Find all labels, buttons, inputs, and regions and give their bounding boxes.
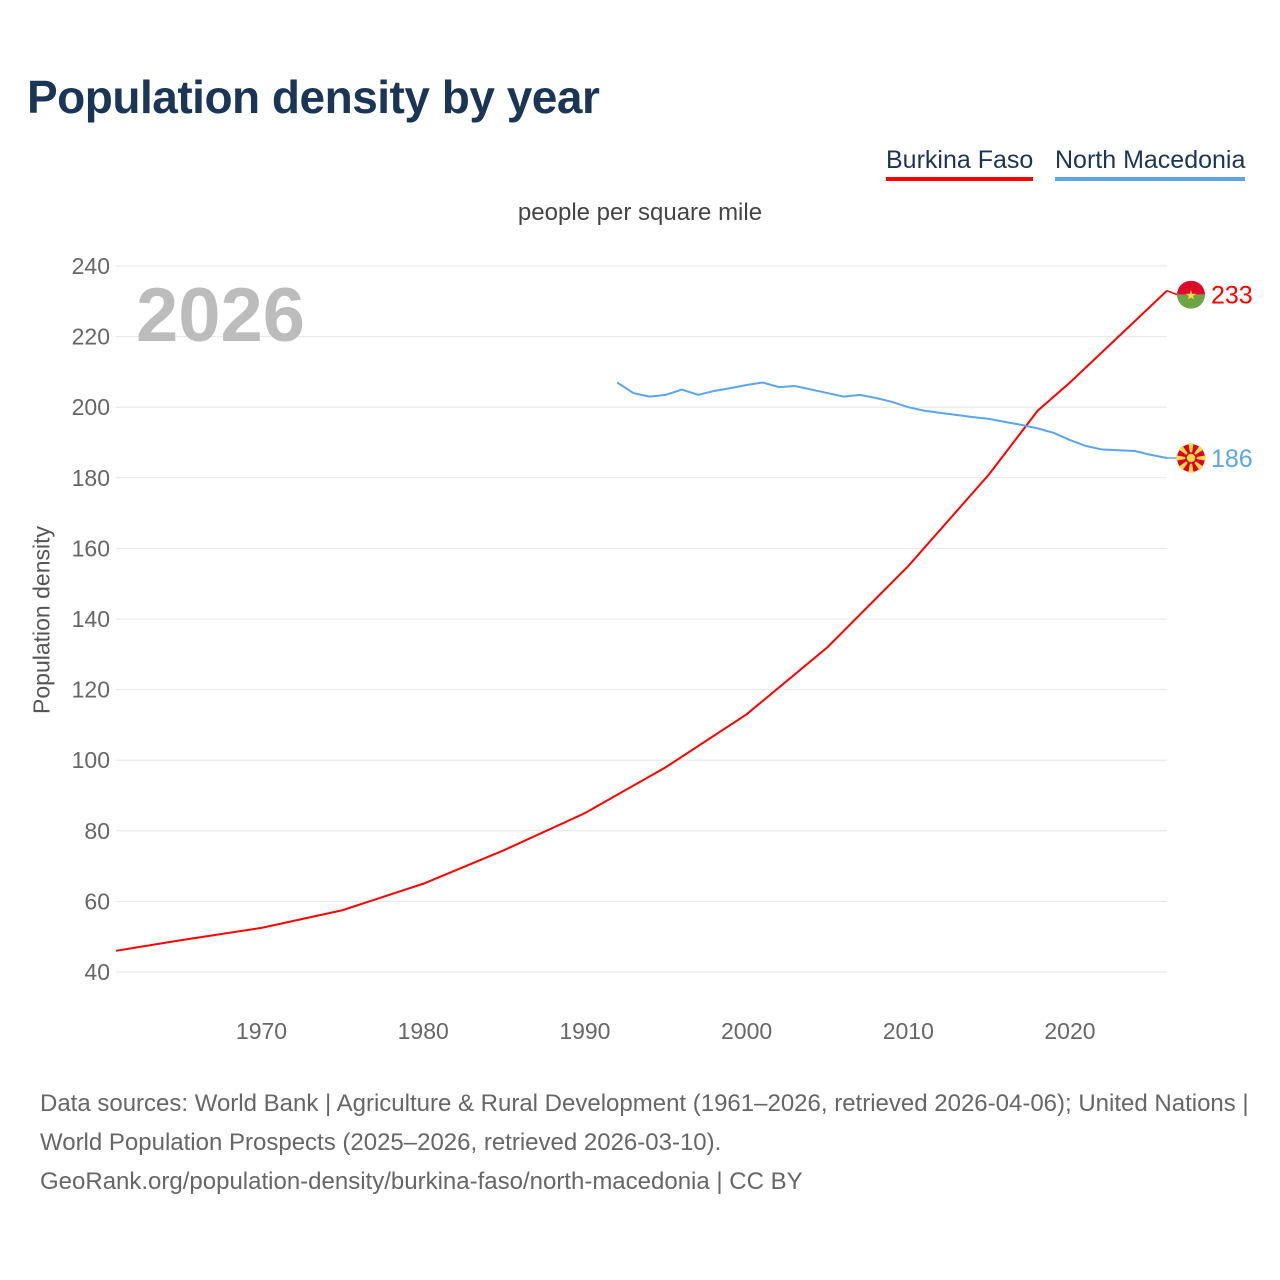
y-tick-label: 140 xyxy=(72,606,110,632)
y-tick-label: 240 xyxy=(72,253,110,279)
north-macedonia-flag-icon xyxy=(1176,443,1206,473)
series-line-burkina-faso xyxy=(115,289,1168,952)
current-year-watermark: 2026 xyxy=(136,273,306,358)
series-line-north-macedonia xyxy=(616,381,1168,460)
legend-item-burkina-faso[interactable]: Burkina Faso xyxy=(886,146,1034,181)
x-tick-label: 2020 xyxy=(1044,1018,1095,1044)
y-tick-label: 100 xyxy=(72,747,110,773)
end-connector xyxy=(1166,290,1178,296)
end-value-label: 186 xyxy=(1211,445,1253,473)
x-tick-label: 2000 xyxy=(721,1018,772,1044)
burkina-faso-flag-icon xyxy=(1177,280,1205,309)
flag-ray xyxy=(1188,443,1194,459)
flag-star: ★ xyxy=(1185,288,1197,303)
footer: Data sources: World Bank | Agriculture &… xyxy=(40,1084,1250,1201)
y-tick-label: 80 xyxy=(84,818,110,844)
attribution-link[interactable]: GeoRank.org/population-density/burkina-f… xyxy=(40,1168,803,1195)
y-tick-label: 200 xyxy=(72,394,110,420)
x-tick-label: 2010 xyxy=(883,1018,934,1044)
flag-green-band xyxy=(1177,294,1205,309)
flag-ray xyxy=(1176,455,1191,461)
y-tick-label: 60 xyxy=(84,888,110,914)
legend-item-north-macedonia[interactable]: North Macedonia xyxy=(1055,146,1246,181)
flag-ray xyxy=(1191,455,1206,461)
y-tick-label: 220 xyxy=(72,324,110,350)
data-sources: Data sources: World Bank | Agriculture &… xyxy=(40,1090,1249,1156)
end-value-label: 233 xyxy=(1211,282,1253,310)
x-tick-label: 1970 xyxy=(236,1018,287,1044)
y-tick-label: 160 xyxy=(72,535,110,561)
y-tick-label: 40 xyxy=(84,959,110,985)
chart-subtitle: people per square mile xyxy=(517,199,763,226)
chart-title: Population density by year xyxy=(27,71,600,123)
flag-red-band xyxy=(1177,280,1205,295)
flag-sun xyxy=(1185,452,1197,464)
x-tick-label: 1980 xyxy=(398,1018,449,1044)
flag-ray xyxy=(1188,458,1194,473)
x-tick-label: 1990 xyxy=(559,1018,610,1044)
y-tick-label: 180 xyxy=(72,465,110,491)
y-tick-label: 120 xyxy=(72,677,110,703)
